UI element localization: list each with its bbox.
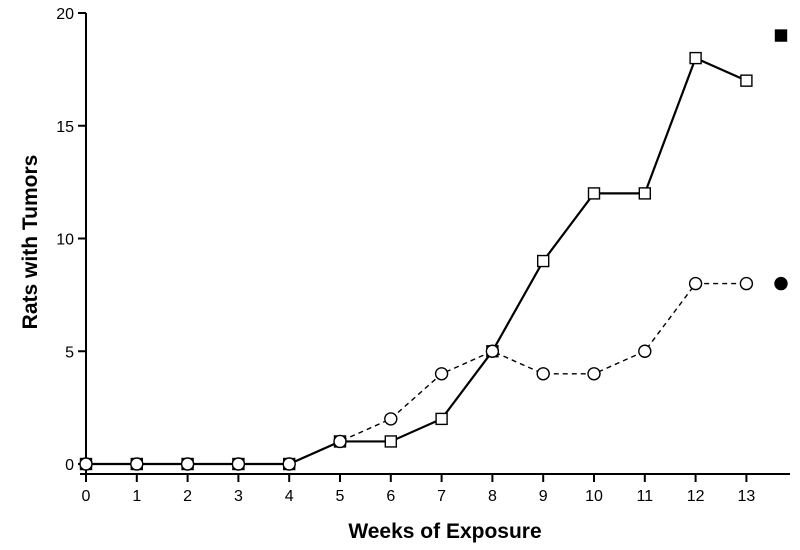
x-tick-label: 5 — [336, 488, 345, 505]
y-tick-label: 0 — [65, 457, 74, 474]
x-tick-label: 1 — [132, 488, 141, 505]
series-2-point — [384, 412, 398, 426]
series-1-point — [384, 435, 397, 448]
x-tick-label: 6 — [386, 488, 395, 505]
series-2-point — [180, 457, 195, 471]
series-1-point — [740, 74, 753, 87]
series-2-reference-marker — [774, 276, 788, 291]
x-tick-label: 8 — [488, 488, 497, 505]
x-tick-label: 12 — [687, 488, 705, 505]
x-tick-label: 10 — [585, 488, 603, 505]
y-tick-label: 15 — [56, 119, 74, 136]
y-tick-label: 5 — [65, 344, 74, 361]
x-tick-label: 9 — [539, 488, 548, 505]
series-2-point — [688, 276, 703, 291]
x-tick-label: 0 — [82, 488, 91, 505]
series-2-point — [587, 367, 601, 381]
series-1-point — [638, 187, 651, 200]
x-axis-title: Weeks of Exposure — [348, 520, 541, 543]
series-2-point — [739, 276, 754, 291]
series-line-1 — [86, 56, 747, 466]
series-1-reference-marker — [774, 29, 788, 42]
y-axis-title: Rats with Tumors — [19, 155, 42, 330]
x-tick-label: 11 — [636, 488, 653, 505]
series-2-point — [282, 457, 296, 471]
x-tick-label: 4 — [285, 488, 294, 505]
series-2-point — [130, 457, 144, 471]
x-tick-label: 13 — [738, 488, 756, 505]
x-tick-label: 3 — [234, 488, 243, 505]
series-2-point — [485, 344, 500, 358]
series-1-point — [689, 51, 702, 65]
series-2-point — [79, 457, 93, 471]
y-tick-label: 10 — [56, 232, 74, 249]
y-tick-label: 20 — [56, 6, 74, 23]
series-2-point — [536, 367, 550, 381]
series-1-point — [587, 187, 601, 200]
series-2-point — [231, 457, 246, 471]
series-1-point — [435, 412, 448, 426]
series-line-2 — [86, 282, 747, 465]
x-tick-label: 2 — [183, 488, 192, 505]
series-2-point — [638, 344, 652, 358]
x-tick-label: 7 — [437, 488, 446, 505]
series-2-point — [333, 434, 347, 449]
series-2-point — [434, 367, 449, 381]
series-1-point — [537, 254, 550, 268]
